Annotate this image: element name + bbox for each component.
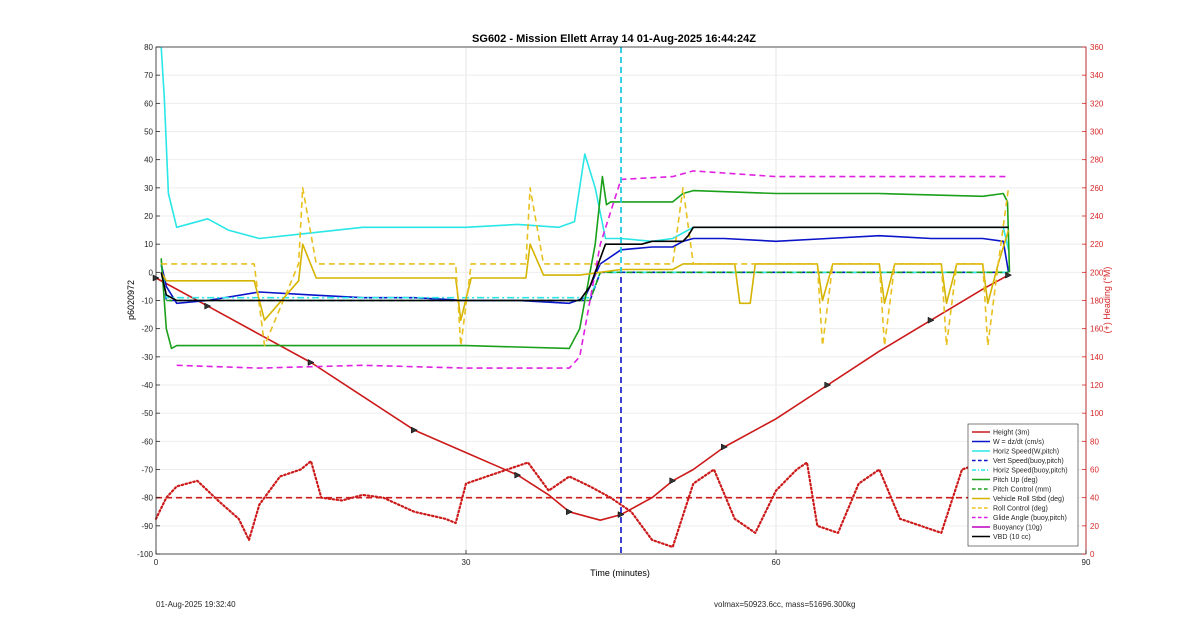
legend-label-3: Vert Speed(buoy,pitch) xyxy=(993,458,1064,465)
height-marker xyxy=(617,511,625,518)
y-tick-left-label: -20 xyxy=(141,325,153,334)
height-marker xyxy=(307,359,315,366)
series-line-2 xyxy=(160,46,1010,250)
y-tick-right-label: 20 xyxy=(1090,522,1099,531)
y-axis-label-left: p6020972 xyxy=(126,280,136,320)
legend-box xyxy=(967,423,1079,547)
legend-label-4: Horiz Speed(buoy,pitch) xyxy=(993,468,1068,475)
legend-label-11: VBD (10 cc) xyxy=(993,534,1031,541)
height-marker xyxy=(204,302,212,310)
series-line-11 xyxy=(160,226,1009,302)
legend: Height (3m) W = dz/dt (cm/s) Horiz Speed(W… xyxy=(967,423,1079,547)
y-tick-right-label: 80 xyxy=(1090,437,1099,446)
footer-volmax: volmax=50923.6cc, mass=51696.300kg xyxy=(714,600,856,609)
y-tick-left-label: -50 xyxy=(141,409,153,418)
y-ticks-right: 0 20 40 60 80 100 120 140 160 180 200 220 240 260 280 3… xyxy=(1082,43,1104,559)
legend-label-10: Buoyancy (10g) xyxy=(993,525,1042,532)
y-tick-left-label: 70 xyxy=(144,71,153,80)
height-marker xyxy=(721,443,728,451)
y-tick-left-label: -100 xyxy=(137,550,154,559)
height-marker xyxy=(927,316,935,324)
y-tick-right-label: 220 xyxy=(1090,240,1104,249)
y-tick-right-label: 360 xyxy=(1090,43,1104,52)
y-tick-left-label: 10 xyxy=(144,240,153,249)
y-tick-right-label: 340 xyxy=(1090,71,1104,80)
y-tick-right-label: 120 xyxy=(1090,381,1104,390)
chart-title: SG602 - Mission Ellett Array 14 01-Aug-2… xyxy=(472,33,756,45)
y-tick-left-label: 80 xyxy=(144,43,153,52)
series-line-8 xyxy=(161,187,1010,347)
y-tick-right-label: 140 xyxy=(1090,353,1104,362)
footer-date: 01-Aug-2025 19:32:40 xyxy=(156,600,236,609)
legend-label-2: Horiz Speed(W,pitch) xyxy=(993,449,1059,456)
x-axis-label: Time (minutes) xyxy=(590,568,650,578)
legend-label-6: Pitch Control (mm) xyxy=(993,487,1051,494)
y-tick-right-label: 300 xyxy=(1090,128,1104,137)
y-tick-left-label: -90 xyxy=(141,522,153,531)
height-marker xyxy=(1005,271,1013,279)
height-marker xyxy=(566,508,573,516)
legend-label-8: Roll Control (deg) xyxy=(993,506,1048,513)
series-line-4 xyxy=(160,263,1009,299)
series-line-5 xyxy=(160,175,1011,350)
y-tick-left-label: -40 xyxy=(141,381,153,390)
height-marker xyxy=(669,477,677,485)
y-tick-left-label: -60 xyxy=(141,437,153,446)
y-tick-right-label: 160 xyxy=(1090,325,1104,334)
y-tick-right-label: 280 xyxy=(1090,156,1104,165)
y-tick-right-label: 40 xyxy=(1090,494,1099,503)
series-layer xyxy=(152,46,1013,554)
legend-label-9: Glide Angle (buoy,pitch) xyxy=(993,515,1067,522)
x-tick-label: 0 xyxy=(154,558,159,567)
y-tick-left-label: -80 xyxy=(141,494,153,503)
series-line-9 xyxy=(176,170,1009,369)
height-marker xyxy=(411,426,418,434)
y-tick-left-label: 50 xyxy=(144,128,153,137)
y-tick-left-label: -70 xyxy=(141,466,153,475)
y-tick-right-label: 100 xyxy=(1090,409,1104,418)
y-tick-left-label: -10 xyxy=(141,297,153,306)
height-marker xyxy=(514,471,522,479)
x-ticks: 0 30 60 90 xyxy=(154,550,1091,567)
legend-label-0: Height (3m) xyxy=(993,430,1030,437)
y-tick-left-label: 0 xyxy=(149,268,154,277)
y-tick-left-label: 30 xyxy=(144,184,153,193)
y-tick-right-label: 0 xyxy=(1090,550,1095,559)
y-axis-label-right: (+) Heading (°M) xyxy=(1102,267,1112,334)
y-tick-left-label: -30 xyxy=(141,353,153,362)
y-tick-right-label: 320 xyxy=(1090,99,1104,108)
y-ticks-left: -100-90-80-70-60-50-40-30-20-10010203040… xyxy=(137,43,160,559)
y-tick-right-label: 260 xyxy=(1090,184,1104,193)
x-tick-label: 30 xyxy=(462,558,471,567)
y-tick-right-label: 240 xyxy=(1090,212,1104,221)
y-tick-left-label: 20 xyxy=(144,212,153,221)
legend-label-7: Vehicle Roll Stbd (deg) xyxy=(993,496,1064,503)
y-tick-left-label: 40 xyxy=(144,156,153,165)
y-tick-right-label: 180 xyxy=(1090,297,1104,306)
y-tick-right-label: 60 xyxy=(1090,466,1099,475)
height-marker xyxy=(824,381,832,389)
legend-label-5: Pitch Up (deg) xyxy=(993,477,1038,484)
y-tick-right-label: 200 xyxy=(1090,268,1104,277)
series-line-12 xyxy=(154,460,1005,549)
series-line-0 xyxy=(155,274,1009,522)
y-tick-left-label: 60 xyxy=(144,99,153,108)
series-line-7 xyxy=(160,229,1010,322)
legend-label-1: W = dz/dt (cm/s) xyxy=(993,439,1044,446)
series-line-1 xyxy=(160,234,1010,305)
x-tick-label: 60 xyxy=(772,558,781,567)
x-tick-label: 90 xyxy=(1082,558,1091,567)
